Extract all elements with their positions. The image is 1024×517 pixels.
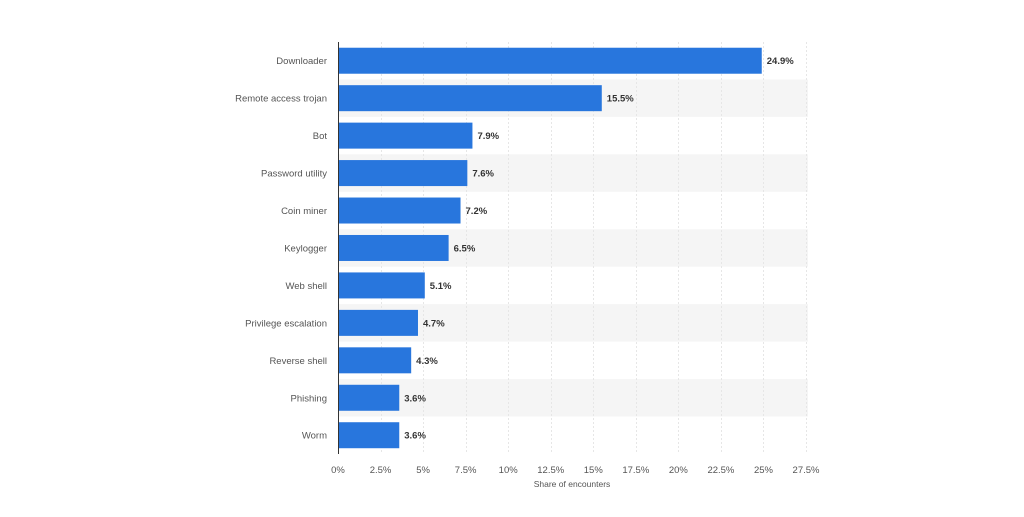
category-label: Coin miner — [281, 206, 327, 217]
bar — [338, 47, 762, 74]
category-label: Downloader — [276, 56, 327, 67]
x-tick-label: 12.5% — [537, 465, 564, 476]
category-label: Worm — [302, 431, 327, 442]
x-tick-label: 17.5% — [622, 465, 649, 476]
value-label: 3.6% — [404, 431, 426, 442]
category-label: Reverse shell — [269, 356, 327, 367]
value-label: 7.9% — [477, 131, 499, 142]
bar — [338, 234, 449, 261]
bar — [338, 272, 425, 299]
x-tick-label: 5% — [416, 465, 430, 476]
bar — [338, 85, 602, 112]
bar — [338, 422, 400, 449]
bar — [338, 160, 468, 187]
category-labels: Downloader Remote access trojan Bot Passwor… — [235, 56, 327, 442]
category-label: Keylogger — [284, 243, 327, 254]
category-label: Password utility — [261, 169, 327, 180]
x-tick-label: 2.5% — [370, 465, 392, 476]
value-label: 7.6% — [472, 169, 494, 180]
row-bands — [338, 79, 808, 417]
category-label: Bot — [313, 131, 328, 142]
value-label: 4.7% — [423, 318, 445, 329]
value-label: 7.2% — [466, 206, 488, 217]
x-axis-title: Share of encounters — [534, 479, 611, 489]
x-tick-label: 20% — [669, 465, 689, 476]
bar — [338, 122, 473, 149]
bars — [338, 47, 762, 449]
value-label: 15.5% — [607, 94, 634, 105]
bar — [338, 309, 418, 336]
value-label: 6.5% — [454, 243, 476, 254]
value-label: 24.9% — [767, 56, 794, 67]
value-label: 3.6% — [404, 393, 426, 404]
x-axis-ticks: 0% 2.5% 5% 7.5% 10% 12.5% 15% 17.5% 20% 22.5% 25% 2… — [331, 465, 820, 476]
bar — [338, 197, 461, 224]
bar — [338, 384, 400, 411]
x-tick-label: 22.5% — [707, 465, 734, 476]
x-tick-label: 15% — [584, 465, 604, 476]
x-tick-label: 7.5% — [455, 465, 477, 476]
category-label: Privilege escalation — [245, 318, 327, 329]
value-label: 4.3% — [416, 356, 438, 367]
value-label: 5.1% — [430, 281, 452, 292]
x-tick-label: 25% — [754, 465, 774, 476]
x-tick-label: 27.5% — [793, 465, 820, 476]
value-labels: 24.9% 15.5% 7.9% 7.6% 7.2% 6.5% 5.1% 4.7% 4.3% 3.… — [404, 56, 794, 442]
x-tick-label: 0% — [331, 465, 345, 476]
bar — [338, 347, 412, 374]
category-label: Web shell — [285, 281, 327, 292]
category-label: Phishing — [291, 393, 327, 404]
category-label: Remote access trojan — [235, 94, 327, 105]
row-band — [338, 379, 808, 417]
x-tick-label: 10% — [499, 465, 519, 476]
